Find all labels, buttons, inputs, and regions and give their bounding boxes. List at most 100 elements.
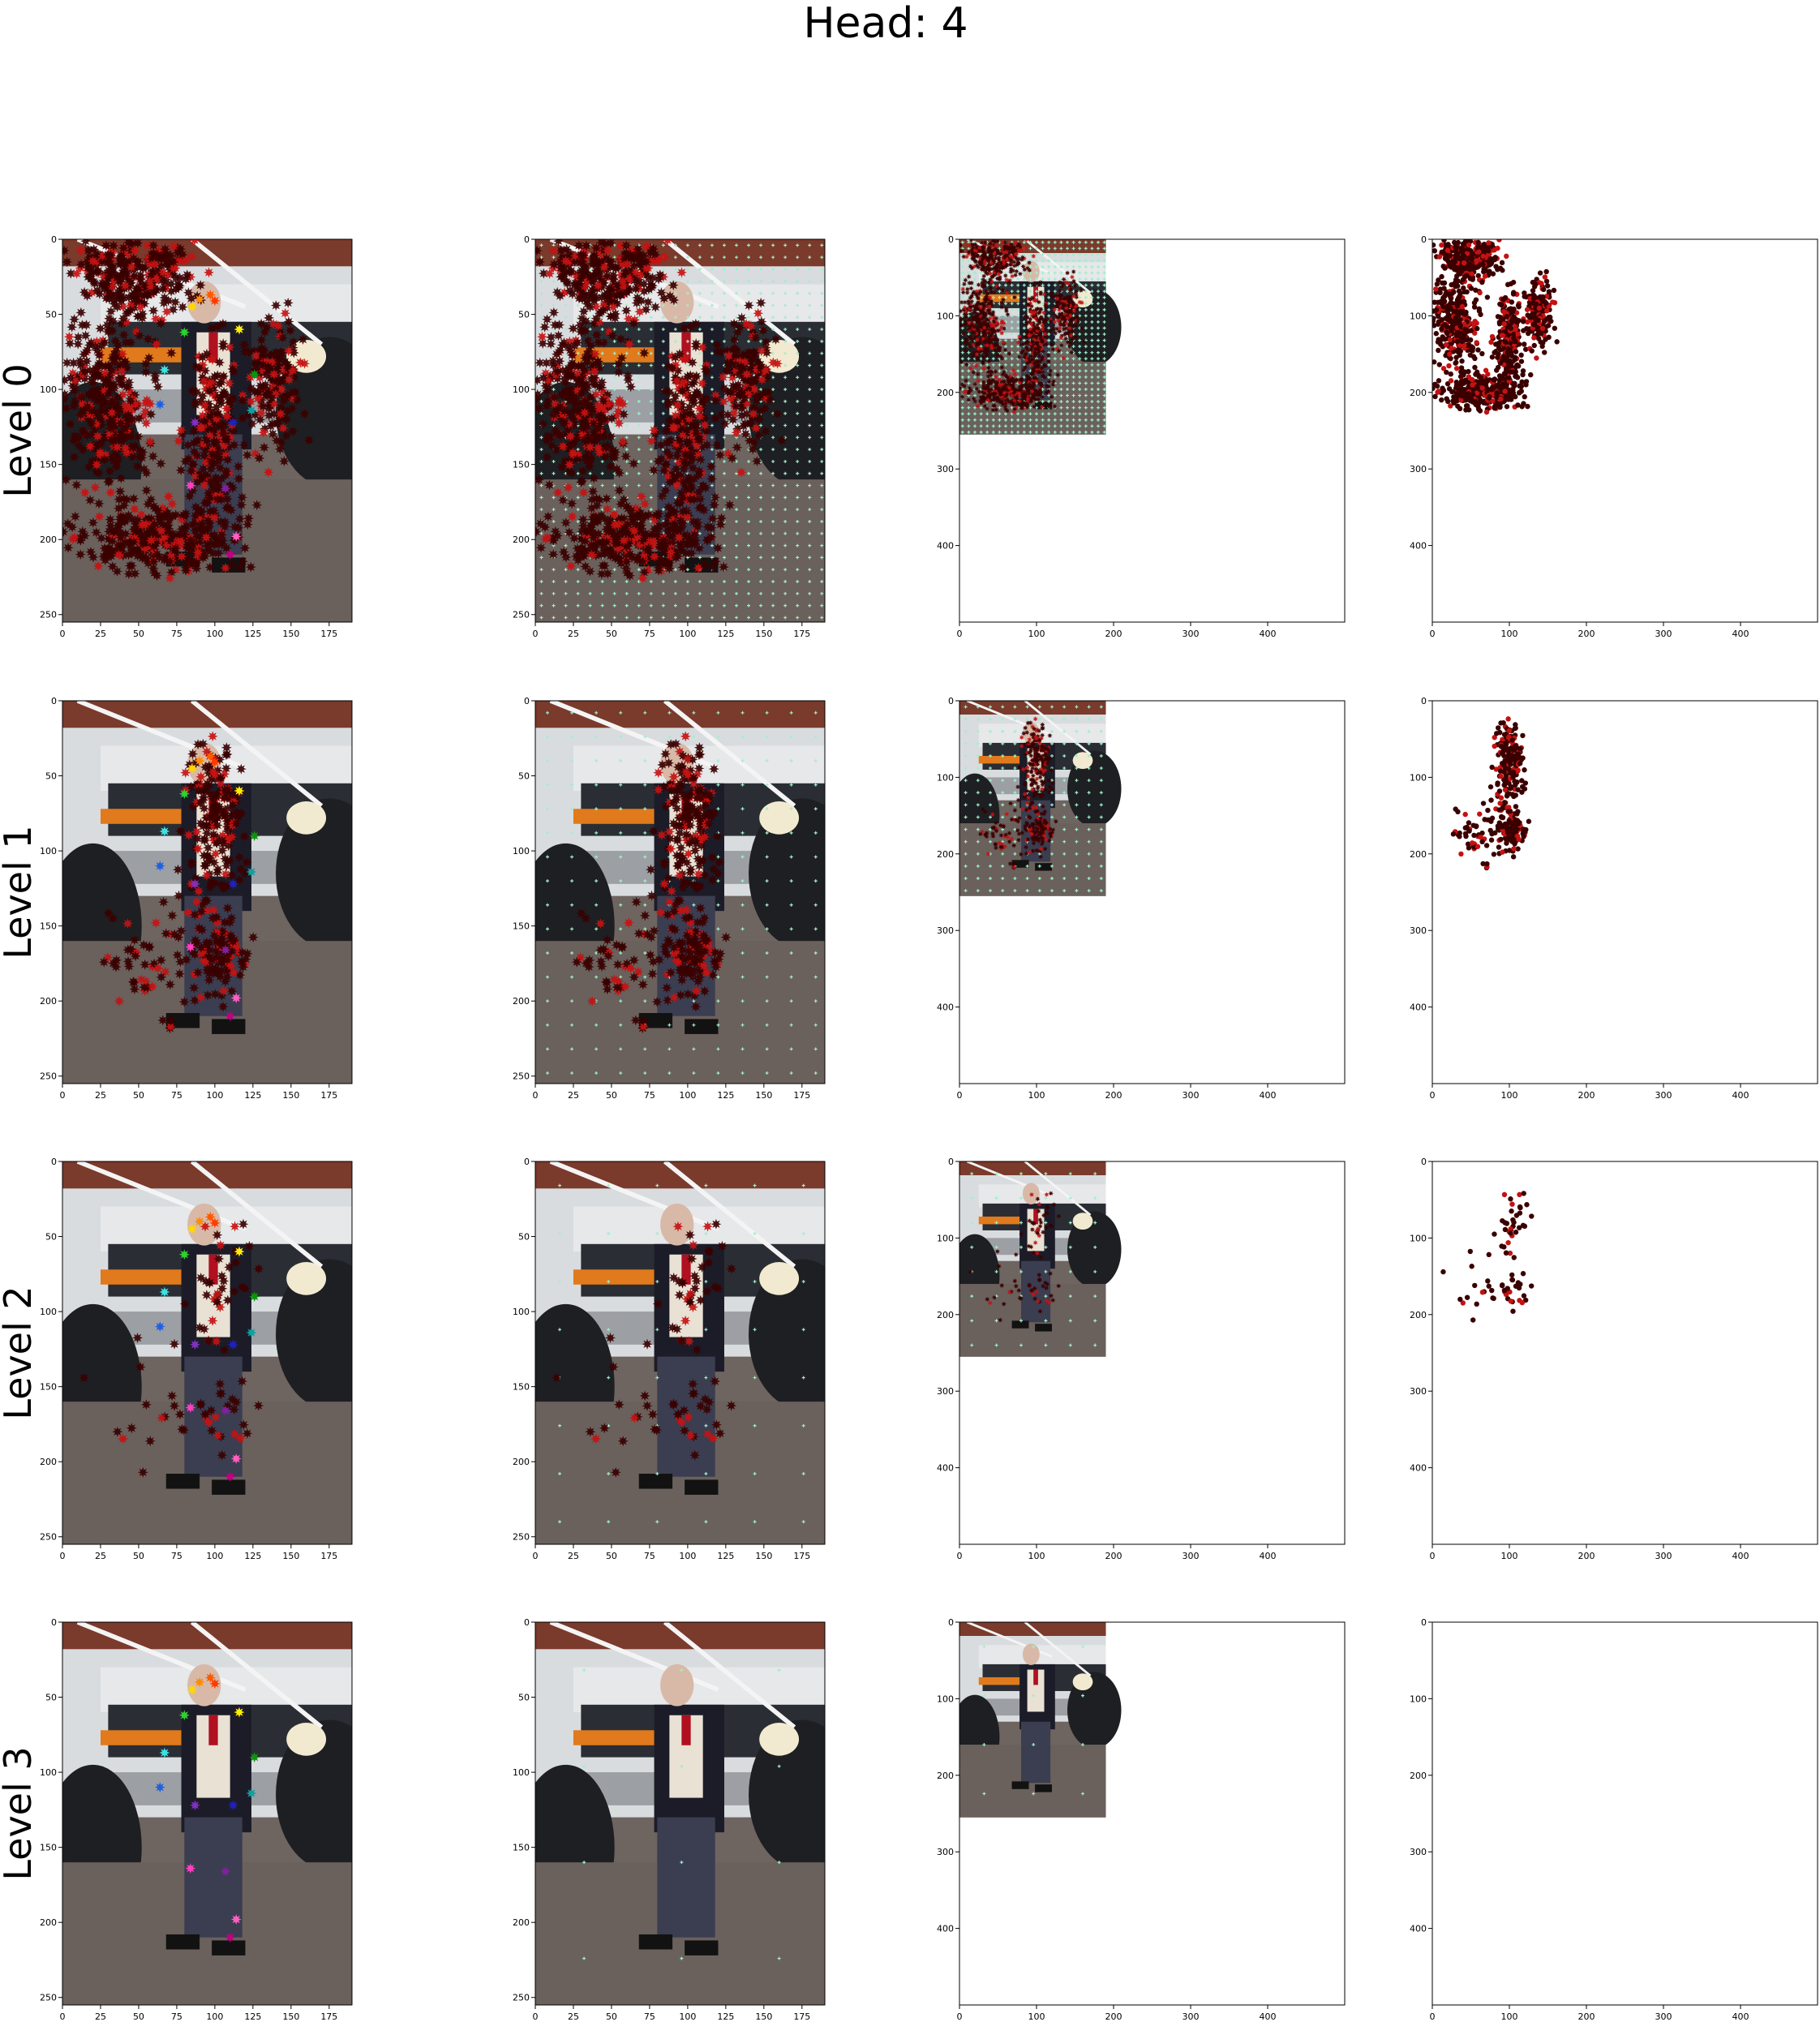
row-label: Level 3 (0, 1746, 40, 1880)
sampling-point (62, 389, 71, 400)
sampling-point (538, 419, 548, 430)
sampling-point (700, 363, 711, 375)
sampling-point (699, 419, 710, 431)
sampling-point (771, 408, 783, 419)
reference-point (698, 363, 702, 367)
reference-point (960, 400, 964, 404)
x-tick-label: 125 (717, 629, 734, 639)
reference-point (1047, 264, 1051, 268)
reference-point (722, 303, 726, 307)
sampling-point (251, 359, 262, 371)
reference-point (1022, 418, 1026, 422)
sampling-point (630, 267, 642, 278)
sampling-point (617, 436, 629, 448)
sampling-point (546, 440, 557, 451)
reference-point (808, 328, 812, 332)
sampling-point (137, 447, 148, 457)
sampling-point (959, 299, 965, 305)
reference-point (771, 603, 775, 607)
reference-point (796, 471, 800, 475)
reference-point (979, 430, 983, 434)
sampling-point (963, 378, 969, 384)
reference-point (698, 616, 702, 620)
sampling-point (678, 411, 689, 423)
sampling-point (542, 452, 552, 463)
sampling-point (676, 522, 688, 533)
reference-point (747, 531, 751, 535)
reference-point (698, 531, 702, 535)
sampling-point (115, 511, 127, 522)
sampling-point (728, 318, 740, 329)
sampling-point (560, 255, 571, 267)
reference-point (1066, 350, 1069, 354)
reference-point (1102, 295, 1106, 299)
reference-point (576, 603, 580, 607)
reference-point (1022, 290, 1026, 294)
reference-point (637, 591, 641, 595)
reference-point (1102, 302, 1106, 306)
plot-area (62, 239, 352, 622)
sampling-point (208, 424, 220, 436)
sampling-point (267, 428, 278, 440)
axes-frame (534, 238, 826, 623)
reference-point (1066, 369, 1069, 373)
reference-point (1084, 252, 1088, 256)
sampling-point (719, 419, 731, 430)
reference-point (735, 531, 739, 535)
sampling-point (282, 297, 294, 308)
sampling-point (651, 509, 663, 521)
reference-point (1078, 357, 1082, 361)
sampling-point (709, 500, 720, 510)
sampling-point (251, 500, 263, 511)
sampling-point (684, 401, 695, 413)
sampling-point (123, 569, 135, 580)
reference-point (796, 423, 800, 427)
sampling-point (663, 531, 675, 542)
x-tick-label: 175 (320, 629, 337, 639)
reference-point (747, 603, 751, 607)
sampling-point (672, 376, 682, 387)
reference-point (796, 591, 800, 595)
reference-point (979, 424, 983, 428)
sampling-point (1034, 322, 1041, 328)
reference-point (564, 603, 568, 607)
sampling-point (182, 440, 194, 451)
reference-point (771, 316, 775, 320)
sampling-point (160, 243, 171, 255)
sampling-point (602, 568, 613, 579)
sampling-point (575, 273, 586, 284)
reference-point (1102, 333, 1106, 337)
reference-point (808, 543, 812, 547)
reference-point (747, 316, 751, 320)
reference-point (960, 345, 964, 349)
sampling-point (168, 263, 179, 274)
reference-point (747, 483, 751, 487)
reference-point (1035, 295, 1038, 299)
reference-point (735, 496, 739, 500)
sampling-point (620, 265, 631, 277)
reference-point (1047, 424, 1051, 428)
reference-point (796, 411, 800, 415)
reference-point (588, 580, 592, 584)
sampling-point (689, 376, 700, 388)
sampling-point (579, 290, 590, 301)
sampling-point (256, 343, 268, 354)
reference-point (1090, 252, 1094, 256)
reference-point (960, 412, 964, 416)
y-tick-label: 50 (518, 310, 530, 320)
sampling-point (684, 436, 695, 448)
reference-point (1071, 418, 1075, 422)
reference-point (710, 591, 714, 595)
sampling-point (63, 331, 75, 342)
sampling-point (601, 493, 612, 504)
sampling-point (217, 427, 229, 439)
reference-point (735, 483, 739, 487)
reference-point (1078, 264, 1082, 268)
sampling-point (180, 565, 191, 576)
reference-point (1084, 290, 1088, 294)
sampling-point (1071, 283, 1078, 289)
reference-point (661, 339, 665, 343)
sampling-point (552, 487, 564, 498)
sampling-point (990, 407, 996, 413)
reference-point (539, 568, 543, 572)
